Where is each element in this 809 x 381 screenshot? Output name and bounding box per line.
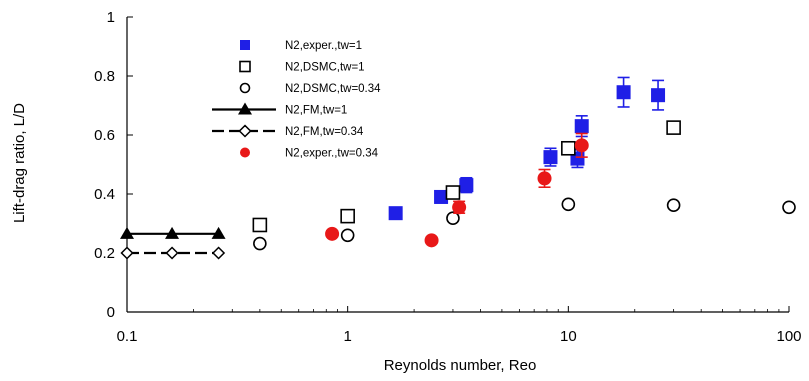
data-point [253, 236, 267, 251]
data-point [424, 233, 439, 248]
data-point [666, 198, 681, 213]
series-2 [253, 197, 796, 251]
legend-label: N2,FM,tw=0.34 [285, 126, 364, 138]
data-point [452, 200, 467, 215]
legend-entry: N2,DSMC,tw=0.34 [239, 82, 381, 95]
data-point [445, 185, 461, 200]
y-axis-label: Lift-drag ratio, L/D [11, 103, 28, 223]
y-tick-label: 0 [107, 304, 115, 321]
data-point [211, 226, 226, 239]
x-axis-label: Reynolds number, Reo [384, 357, 537, 374]
legend-entry: N2,exper.,tw=0.34 [240, 147, 379, 160]
series-0 [388, 76, 666, 221]
data-point [120, 246, 134, 260]
series-1 [252, 120, 681, 233]
data-point [340, 208, 355, 224]
legend-entry: N2,exper.,tw=1 [240, 40, 362, 52]
legend-label: N2,exper.,tw=0.34 [285, 148, 379, 160]
legend-entry: N2,DSMC,tw=1 [239, 60, 365, 74]
data-point [616, 85, 631, 100]
x-tick-label: 10 [560, 328, 577, 345]
axes [126, 16, 790, 313]
data-point [252, 217, 268, 233]
series-5 [325, 132, 589, 248]
data-point [446, 211, 460, 225]
legend-marker [240, 147, 250, 158]
data-point [561, 197, 576, 212]
data-point [325, 226, 340, 241]
data-point [388, 206, 403, 221]
x-tick-label: 100 [776, 328, 801, 345]
data-point [782, 200, 796, 215]
legend-label: N2,DSMC,tw=0.34 [285, 83, 381, 95]
legend-label: N2,DSMC,tw=1 [285, 62, 365, 74]
series-3 [120, 226, 226, 239]
y-tick-label: 0.8 [94, 68, 115, 85]
data-point [574, 119, 589, 134]
y-tick-label: 1 [107, 9, 115, 26]
legend-entry: N2,FM,tw=0.34 [212, 124, 364, 138]
data-point [459, 178, 474, 193]
data-point [165, 246, 179, 260]
legend-marker [239, 82, 251, 94]
data-point [165, 226, 180, 239]
data-point [651, 88, 666, 103]
x-tick-label: 0.1 [117, 328, 138, 345]
data-point [537, 171, 552, 186]
y-tick-label: 0.4 [94, 186, 115, 203]
data-point [666, 120, 681, 135]
legend-marker [240, 40, 250, 50]
data-point [434, 189, 449, 204]
legend-label: N2,FM,tw=1 [285, 105, 347, 117]
legend-marker [238, 102, 252, 115]
data-point [340, 228, 355, 243]
legend-marker [239, 60, 251, 73]
series-4 [120, 246, 226, 260]
y-tick-label: 0.2 [94, 245, 115, 262]
tick-labels: 0 0.2 0.4 0.6 0.8 1 0.1 1 10 100 [94, 9, 801, 345]
data-series [120, 76, 796, 260]
data-point [543, 150, 558, 165]
legend-marker [238, 124, 252, 138]
data-point [212, 246, 226, 260]
y-tick-label: 0.6 [94, 127, 115, 144]
data-point [120, 226, 134, 239]
legend-label: N2,exper.,tw=1 [285, 40, 362, 52]
data-point [561, 140, 576, 156]
x-tick-label: 1 [343, 328, 351, 345]
legend: N2,exper.,tw=1 N2,DSMC,tw=1 N2,DSMC,tw=0.3… [212, 40, 381, 160]
data-point [574, 138, 589, 153]
legend-entry: N2,FM,tw=1 [212, 102, 347, 117]
